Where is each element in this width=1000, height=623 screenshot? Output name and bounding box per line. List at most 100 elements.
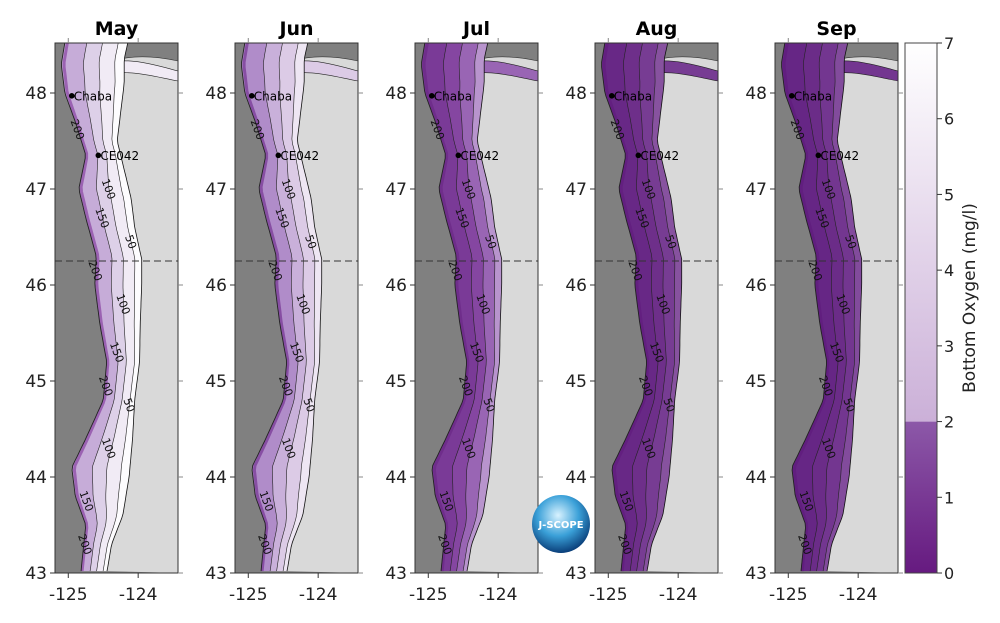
lat-tick-label: 45 [385,372,407,392]
panel-title: Jul [461,18,490,40]
contour-50m [462,42,496,572]
lat-tick-label: 43 [385,564,407,584]
colorbar-frame [904,42,938,574]
land [647,43,718,573]
lon-tick-label: -124 [119,585,158,605]
lat-tick-label: 47 [25,180,47,200]
station-marker [68,93,75,99]
colorbar-tick-label: 2 [944,413,954,432]
lat-tick-label: 48 [205,84,227,104]
contour-label: 50 [480,396,497,414]
shelf-edge-band [242,42,290,572]
contour-200m [241,42,287,572]
station-marker [428,93,435,99]
contour-label: 50 [662,233,679,251]
colorbar-tick-label: 3 [944,337,954,356]
lat-tick-label: 45 [25,372,47,392]
axes-frame [774,42,899,574]
lat-tick-label: 46 [565,276,587,296]
contour-100m [276,42,307,572]
colorbar-tick-label: 7 [944,34,954,53]
map-panel-may: 5050100100100150150150200200200200ChabaC… [25,18,183,605]
land [287,43,358,573]
lat-tick-label: 46 [205,276,227,296]
axes-frame [234,42,359,574]
lon-tick-label: -125 [49,585,88,605]
land [827,43,898,573]
map-panel-sep: 5050100100100150150150200200200200ChabaC… [745,18,903,605]
map-panel-jun: 5050100100100150150150200200200200ChabaC… [205,18,363,605]
lon-tick-label: -125 [589,585,628,605]
lat-tick-label: 45 [745,372,767,392]
contour-50m [822,42,856,572]
lat-tick-label: 44 [385,468,407,488]
lat-tick-label: 48 [565,84,587,104]
contour-100m [96,42,127,572]
lat-tick-label: 45 [205,372,227,392]
shelf-edge-band [422,42,470,572]
lat-tick-label: 46 [385,276,407,296]
contour-200m [601,42,647,572]
lon-tick-label: -125 [769,585,808,605]
lat-tick-label: 44 [745,468,767,488]
coastline [466,42,503,572]
contour-100m [636,42,667,572]
lat-tick-label: 45 [565,372,587,392]
station-marker [788,93,795,99]
logo-text: J-SCOPE [537,520,583,531]
panel-title: Sep [816,18,856,40]
colorbar-high-segment [905,43,937,422]
lat-tick-label: 43 [745,564,767,584]
panel-title: Jun [277,18,313,40]
station-marker [608,93,615,99]
contour-label: 50 [842,233,859,251]
station-label-ce042: CE042 [820,149,859,163]
lat-tick-label: 46 [745,276,767,296]
station-label-chaba: Chaba [794,89,832,103]
lat-tick-label: 44 [205,468,227,488]
contour-150m [803,42,839,572]
colorbar-low-segment [905,421,937,573]
lat-tick-label: 48 [745,84,767,104]
lat-tick-label: 43 [565,564,587,584]
contour-label: 50 [300,396,317,414]
station-marker [455,152,462,159]
coastline [646,42,683,572]
map-panel-jul: 5050100100100150150150200200200200ChabaC… [385,18,543,605]
station-label-chaba: Chaba [434,89,472,103]
lat-tick-label: 43 [25,564,47,584]
panel-title: Aug [636,18,678,40]
lat-tick-label: 48 [25,84,47,104]
logo-globe [532,495,590,553]
contour-150m [623,42,659,572]
lon-tick-label: -125 [229,585,268,605]
lon-tick-label: -124 [479,585,518,605]
colorbar-tick-label: 5 [944,185,954,204]
colorbar-tick-label: 1 [944,488,954,507]
station-label-chaba: Chaba [254,89,292,103]
contour-200m [61,42,107,572]
colorbar: 0 1 2 3 4 5 6 7 Bottom Oxygen (mg/l) [904,34,980,583]
coastline [286,42,323,572]
contour-label: 50 [120,396,137,414]
shelf-band [463,43,502,572]
lat-tick-label: 48 [385,84,407,104]
lat-tick-label: 47 [565,180,587,200]
lat-tick-label: 47 [745,180,767,200]
lon-tick-label: -124 [299,585,338,605]
contour-label: 50 [482,233,499,251]
contour-50m [102,42,136,572]
contour-50m [642,42,676,572]
shelf-edge-band [62,42,110,572]
axes-frame [54,42,179,574]
contour-200m [421,42,467,572]
shelf-band [283,43,322,572]
colorbar-label: Bottom Oxygen (mg/l) [960,203,980,393]
station-marker [815,152,822,159]
contour-label: 50 [660,396,677,414]
coastline [826,42,863,572]
shelf-edge-band [602,42,650,572]
axes-frame [414,42,539,574]
station-marker [635,152,642,159]
